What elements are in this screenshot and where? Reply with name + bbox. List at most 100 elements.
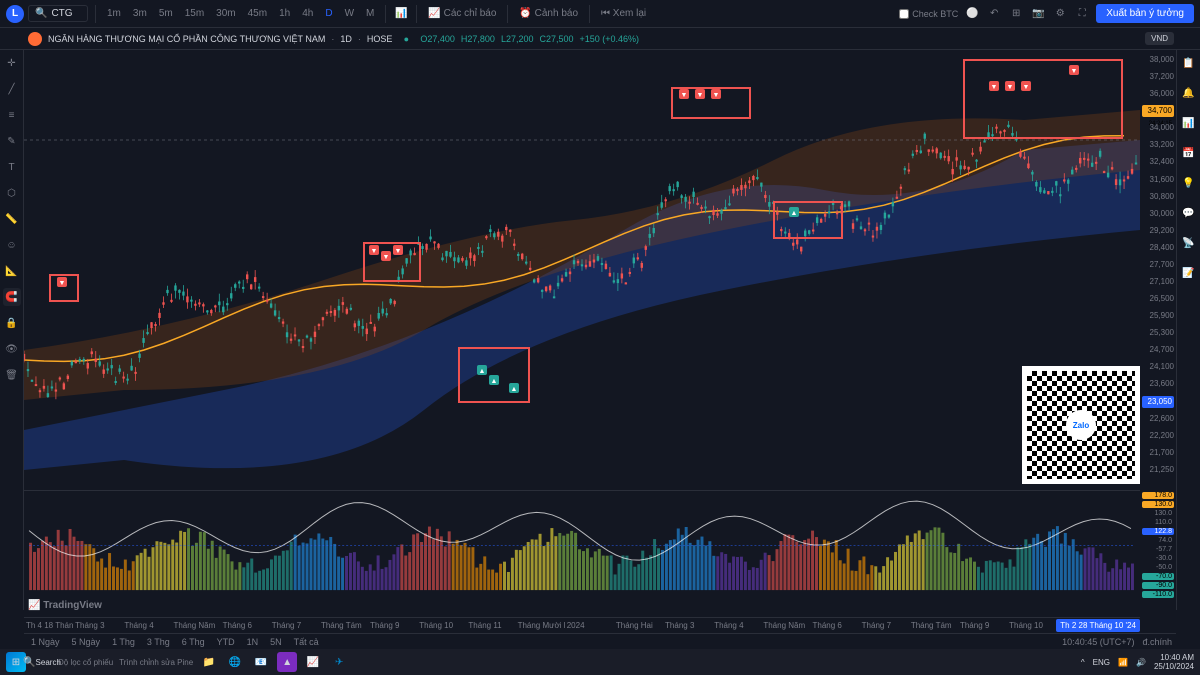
stream-icon[interactable]: 📡 [1180, 234, 1198, 252]
svg-text:▲: ▲ [511, 386, 518, 393]
tfb-1d[interactable]: 1 Ngày [28, 637, 63, 647]
alerts-icon[interactable]: 🔔 [1180, 84, 1198, 102]
taskbar-search[interactable]: 🔍 Search [32, 652, 52, 672]
magnet-tool[interactable]: 🧲 [3, 288, 21, 306]
indicator-canvas [24, 491, 1140, 600]
divider [416, 5, 417, 23]
taskbar-app3[interactable]: 📧 [251, 652, 271, 672]
taskbar-app2[interactable]: 🌐 [225, 652, 245, 672]
svg-text:▼: ▼ [395, 248, 402, 255]
undo-icon[interactable]: ↶ [986, 6, 1002, 22]
tf-1m[interactable]: 1m [103, 6, 125, 21]
fullscreen-icon[interactable]: ⛶ [1074, 6, 1090, 22]
taskbar-pine[interactable]: Trình chỉnh sửa Pine [119, 652, 193, 672]
info-icon[interactable]: ● [398, 31, 414, 47]
forecast-tool[interactable]: 📏 [3, 210, 21, 228]
text-tool[interactable]: T [3, 158, 21, 176]
hotlist-icon[interactable]: 📊 [1180, 114, 1198, 132]
publish-button[interactable]: Xuất bản ý tưởng [1096, 4, 1194, 23]
layout-icon[interactable]: ⊞ [1008, 6, 1024, 22]
alert-button[interactable]: ⏰ Cảnh báo [515, 6, 582, 21]
hide-tool[interactable]: 👁 [3, 340, 21, 358]
brush-tool[interactable]: ✎ [3, 132, 21, 150]
tray-lang[interactable]: ENG [1093, 658, 1110, 667]
tray-chevron[interactable]: ^ [1081, 658, 1085, 667]
trendline-tool[interactable]: ╱ [3, 80, 21, 98]
chart-canvas: ▼▼▼▼▲▲▲▼▼▼▲▼▼▼▼ [24, 50, 1140, 480]
cursor-tool[interactable]: ✛ [3, 54, 21, 72]
tfb-1m[interactable]: 1 Thg [109, 637, 138, 647]
svg-text:▲: ▲ [491, 378, 498, 385]
indicator-panel[interactable] [24, 490, 1140, 600]
taskbar-app1[interactable]: 📁 [199, 652, 219, 672]
notes-icon[interactable]: 📝 [1180, 264, 1198, 282]
tf-15m[interactable]: 15m [181, 6, 208, 21]
tfb-6m[interactable]: 6 Thg [179, 637, 208, 647]
currency-badge[interactable]: VND [1145, 32, 1174, 45]
tradingview-logo: 📈 TradingView [28, 600, 102, 611]
qr-label: Zalo [1066, 410, 1096, 440]
circle-icon[interactable]: ⚪ [964, 6, 980, 22]
qr-code: Zalo [1022, 366, 1140, 484]
watchlist-icon[interactable]: 📋 [1180, 54, 1198, 72]
tf-4h[interactable]: 4h [298, 6, 317, 21]
tf-5m[interactable]: 5m [155, 6, 177, 21]
candle-type-icon[interactable]: 📊 [393, 6, 409, 22]
svg-text:▼: ▼ [371, 248, 378, 255]
tfb-5y[interactable]: 5N [267, 637, 285, 647]
tf-m[interactable]: M [362, 6, 378, 21]
svg-text:▼: ▼ [1023, 84, 1030, 91]
tf-d[interactable]: D [321, 6, 336, 21]
check-btc[interactable]: Check BTC [899, 9, 958, 19]
main-chart[interactable]: ▼▼▼▼▲▲▲▼▼▼▲▼▼▼▼ [24, 50, 1140, 480]
top-toolbar: L 🔍 CTG 1m 3m 5m 15m 30m 45m 1h 4h D W M… [0, 0, 1200, 28]
search-text: CTG [51, 8, 72, 19]
taskbar-filter[interactable]: Độ lọc cổ phiếu [58, 652, 113, 672]
tfb-ytd[interactable]: YTD [214, 637, 238, 647]
svg-text:▼: ▼ [697, 92, 704, 99]
left-toolbar: ✛ ╱ ≡ ✎ T ⬡ 📏 ☺ 📐 🧲 🔒 👁 🗑 [0, 50, 24, 610]
divider [95, 5, 96, 23]
pattern-tool[interactable]: ⬡ [3, 184, 21, 202]
camera-icon[interactable]: 📷 [1030, 6, 1046, 22]
symbol-info-bar: NGÂN HÀNG THƯƠNG MẠI CỔ PHẦN CÔNG THƯƠNG… [0, 28, 1200, 50]
replay-button[interactable]: ⏮ Xem lại [597, 6, 650, 21]
tfb-5d[interactable]: 5 Ngày [69, 637, 104, 647]
calendar-icon[interactable]: 📅 [1180, 144, 1198, 162]
svg-text:▼: ▼ [59, 280, 66, 287]
ideas-icon[interactable]: 💡 [1180, 174, 1198, 192]
tray-clock[interactable]: 10:40 AM 25/10/2024 [1154, 653, 1194, 671]
tf-1h[interactable]: 1h [275, 6, 294, 21]
tfb-1y[interactable]: 1N [244, 637, 262, 647]
symbol-search[interactable]: 🔍 CTG [28, 5, 88, 22]
chat-icon[interactable]: 💬 [1180, 204, 1198, 222]
footer-adj[interactable]: đ.chính [1142, 637, 1172, 647]
tf-w[interactable]: W [341, 6, 358, 21]
lock-tool[interactable]: 🔒 [3, 314, 21, 332]
tray-wifi[interactable]: 📶 [1118, 658, 1128, 667]
fib-tool[interactable]: ≡ [3, 106, 21, 124]
tf-30m[interactable]: 30m [212, 6, 239, 21]
tray-volume[interactable]: 🔊 [1136, 658, 1146, 667]
icon-tool[interactable]: ☺ [3, 236, 21, 254]
settings-icon[interactable]: ⚙ [1052, 6, 1068, 22]
tfb-all[interactable]: Tất cả [291, 637, 322, 647]
timeframe-footer: 1 Ngày 5 Ngày 1 Thg 3 Thg 6 Thg YTD 1N 5… [24, 633, 1176, 649]
measure-tool[interactable]: 📐 [3, 262, 21, 280]
remove-tool[interactable]: 🗑 [3, 366, 21, 384]
tf-45m[interactable]: 45m [244, 6, 271, 21]
svg-text:▲: ▲ [791, 210, 798, 217]
svg-text:▼: ▼ [991, 84, 998, 91]
svg-text:▼: ▼ [383, 254, 390, 261]
time-axis[interactable]: Th 4 18 Tháng 1 '23Tháng 3Tháng 4Tháng N… [24, 617, 1140, 633]
taskbar-app5[interactable]: 📈 [303, 652, 323, 672]
tf-3m[interactable]: 3m [129, 6, 151, 21]
indicator-axis[interactable]: 178.0130.0130.0110.0122.874.0-57.7-30.0-… [1140, 490, 1176, 600]
windows-taskbar: ⊞ 🔍 Search Độ lọc cổ phiếu Trình chỉnh s… [0, 649, 1200, 675]
taskbar-app4[interactable]: ▲ [277, 652, 297, 672]
logo-icon[interactable]: L [6, 5, 24, 23]
tfb-3m[interactable]: 3 Thg [144, 637, 173, 647]
taskbar-app6[interactable]: ✈ [329, 652, 349, 672]
indicators-button[interactable]: 📈 Các chỉ báo [424, 6, 500, 21]
price-axis[interactable]: 38,00037,20036,00034,70024:24:1534,00033… [1140, 50, 1176, 480]
